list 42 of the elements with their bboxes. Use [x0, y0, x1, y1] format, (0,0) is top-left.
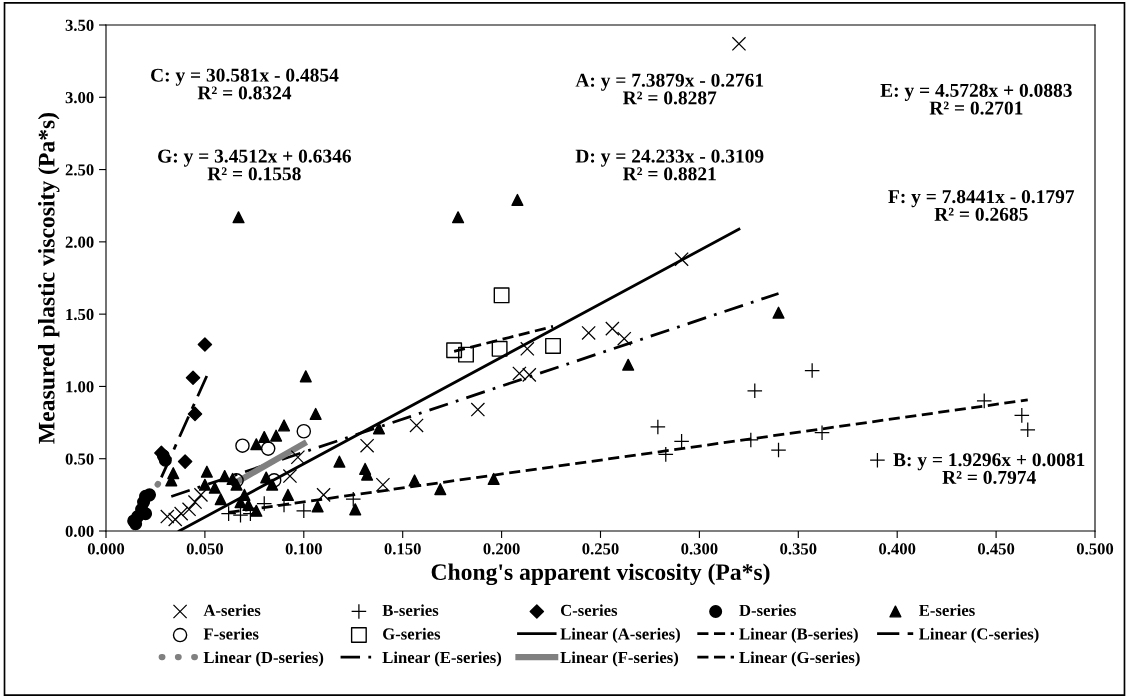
x-tick-label: 0.350 — [780, 543, 817, 555]
legend-label: Linear (D-series) — [203, 651, 324, 667]
x-tick-label: 0.100 — [285, 543, 322, 555]
annotation: C: y = 30.581x - 0.4854 R² = 0.8324 — [151, 68, 339, 100]
x-tick-label: 0.200 — [483, 543, 520, 555]
legend-label: E-series — [919, 604, 975, 617]
annotation: E: y = 4.5728x + 0.0883 R² = 0.2701 — [880, 83, 1072, 115]
x-tick-label: 0.150 — [384, 543, 421, 555]
x-tick-label: 0.250 — [582, 543, 619, 555]
x-tick-label: 0.500 — [1076, 543, 1114, 555]
y-tick-label: 2.50 — [65, 164, 94, 176]
x-axis-title: Chong's apparent viscosity (Pa*s) — [431, 563, 770, 586]
legend-label: D-series — [739, 604, 796, 617]
x-tick-label: 0.450 — [977, 543, 1015, 555]
y-tick-label: 2.00 — [65, 236, 94, 248]
legend-label: Linear (C-series) — [919, 627, 1039, 643]
legend-label: B-series — [382, 604, 439, 617]
legend-label: Linear (E-series) — [382, 651, 502, 667]
x-tick-label: 0.000 — [87, 543, 125, 555]
annotation: F: y = 7.8441x - 0.1797 R² = 0.2685 — [888, 190, 1075, 221]
legend-label: A-series — [203, 604, 261, 617]
y-tick-label: 0.00 — [65, 525, 94, 538]
y-tick-label: 1.50 — [66, 308, 94, 321]
y-tick-label: 3.50 — [65, 19, 94, 32]
legend-label: F-series — [203, 627, 259, 640]
legend-label: G-series — [383, 627, 441, 640]
x-tick-label: 0.400 — [879, 543, 916, 555]
y-tick-label: 0.50 — [65, 453, 94, 465]
x-tick-label: 0.050 — [186, 543, 224, 555]
legend-label: C-series — [560, 604, 618, 617]
legend-label: Linear (B-series) — [739, 627, 858, 643]
legend-label: Linear (G-series) — [739, 651, 860, 667]
annotation: D: y = 24.233x - 0.3109 R² = 0.8821 — [575, 149, 764, 181]
y-tick-label: 1.00 — [66, 381, 94, 393]
legend-label: Linear (A-series) — [560, 627, 680, 643]
x-tick-label: 0.300 — [681, 543, 718, 555]
y-tick-label: 3.00 — [65, 91, 94, 104]
annotation: G: y = 3.4512x + 0.6346 R² = 0.1558 — [158, 149, 352, 181]
annotation: A: y = 7.3879x - 0.2761 R² = 0.8287 — [575, 73, 764, 105]
y-axis-title: Measured plastic viscosity (Pa*s) — [37, 113, 60, 444]
annotation: B: y = 1.9296x + 0.0081 R² = 0.7974 — [893, 453, 1085, 485]
legend-label: Linear (F-series) — [560, 651, 679, 667]
